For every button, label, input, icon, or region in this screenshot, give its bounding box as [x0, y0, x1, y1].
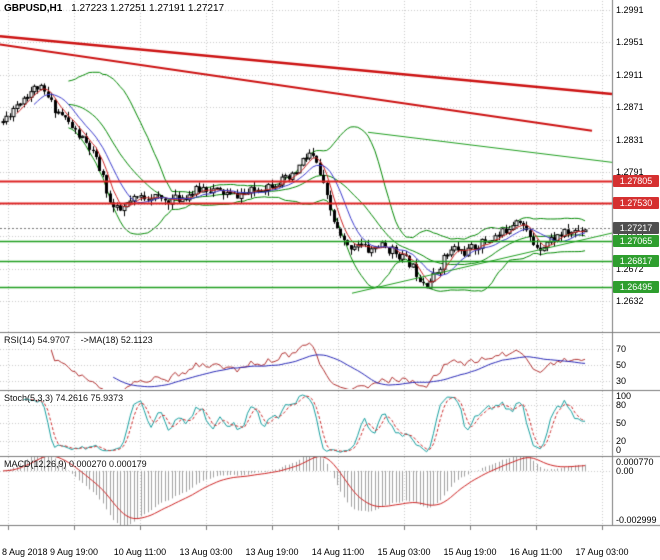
macd-level-label: 0.00 [616, 466, 634, 476]
price-axis-label: 1.2911 [616, 70, 643, 80]
macd-indicator-label: MACD(12,26,9) 0.000270 0.000179 [4, 459, 147, 469]
price-axis-label: 1.2632 [616, 296, 644, 306]
time-axis-label: 15 Aug 19:00 [443, 547, 497, 557]
time-axis-label: 17 Aug 03:00 [575, 547, 629, 557]
stoch-level-label: 20 [616, 436, 627, 446]
price-badge-red: 1.27805 [613, 175, 659, 187]
rsi-level-label: 50 [616, 360, 627, 370]
symbol-timeframe-label: GBPUSD,H1 [4, 3, 63, 14]
macd-level-label: -0.002999 [616, 515, 657, 525]
time-axis-label: 16 Aug 11:00 [509, 547, 563, 557]
price-badge-current: 1.27217 [613, 222, 659, 234]
price-badge-green: 1.26817 [613, 255, 659, 267]
time-axis-label: 8 Aug 2018 [2, 547, 48, 557]
chart-title: GBPUSD,H1 1.27223 1.27251 1.27191 1.2721… [4, 3, 224, 14]
rsi-ma-value-label: ->MA(18) 52.1123 [80, 335, 153, 345]
rsi-indicator-label: RSI(14) 54.9707 ->MA(18) 52.1123 [4, 335, 153, 345]
macd-level-label: 0.000770 [616, 457, 654, 467]
macd-value-label: MACD(12,26,9) 0.000270 0.000179 [4, 459, 147, 469]
stoch-level-label: 80 [616, 400, 627, 410]
rsi-level-label: 30 [616, 376, 627, 386]
time-axis-label: 15 Aug 03:00 [377, 547, 431, 557]
price-axis-label: 1.2991 [616, 5, 644, 15]
price-badge-green: 1.26495 [613, 281, 659, 293]
rsi-level-label: 70 [616, 344, 627, 354]
stoch-level-label: 50 [616, 418, 627, 428]
stoch-level-label: 0 [616, 445, 622, 455]
stoch-level-label: 100 [616, 391, 632, 401]
price-axis-label: 1.2951 [616, 37, 644, 47]
price-axis-label: 1.2791 [616, 167, 644, 177]
price-badge-red: 1.27530 [613, 197, 659, 209]
price-axis-label: 1.2831 [616, 135, 644, 145]
price-axis-label: 1.2871 [616, 102, 644, 112]
stoch-value-label: Stoch(5,3,3) 74.2616 75.9373 [4, 393, 124, 403]
time-axis-label: 14 Aug 11:00 [311, 547, 365, 557]
ohlc-readout: 1.27223 1.27251 1.27191 1.27217 [71, 3, 225, 14]
price-badge-green: 1.27065 [613, 235, 659, 247]
rsi-value-label: RSI(14) 54.9707 [4, 335, 71, 345]
stochastic-indicator-label: Stoch(5,3,3) 74.2616 75.9373 [4, 393, 123, 403]
time-axis-label: 13 Aug 03:00 [179, 547, 233, 557]
price-axis-label: 1.2672 [616, 264, 644, 274]
time-axis-label: 10 Aug 11:00 [113, 547, 167, 557]
time-axis-label: 9 Aug 19:00 [49, 547, 99, 557]
time-axis-label: 13 Aug 19:00 [245, 547, 299, 557]
